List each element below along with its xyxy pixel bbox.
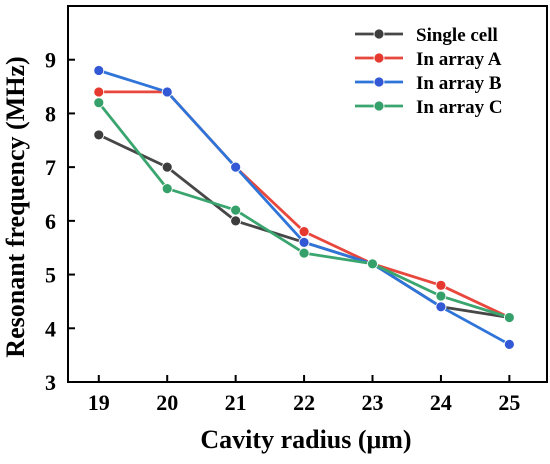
data-point-in-array-b [161, 86, 173, 98]
legend-item-in-array-a: In array A [355, 49, 502, 70]
x-tick-label: 21 [225, 390, 247, 415]
data-point-in-array-a [435, 279, 447, 291]
data-point-in-array-b [298, 236, 310, 248]
legend-label-in-array-b: In array B [416, 73, 502, 94]
legend-item-in-array-b: In array B [355, 73, 502, 94]
data-point-in-array-c [161, 183, 173, 195]
legend-marker-in-array-c [373, 100, 385, 112]
series-layer [93, 65, 515, 350]
legend-label-in-array-c: In array C [416, 97, 503, 118]
x-tick-label: 24 [430, 390, 452, 415]
series-in-array-a [93, 86, 515, 323]
series-in-array-c [93, 97, 515, 323]
y-tick-label: 7 [45, 155, 56, 180]
plot-frame [67, 5, 548, 383]
legend-marker-in-array-b [373, 76, 385, 88]
series-line-single-cell [98, 133, 510, 319]
y-tick-label: 8 [45, 101, 56, 126]
data-point-in-array-c [230, 204, 242, 216]
legend-marker-single-cell [373, 28, 385, 40]
data-point-single-cell [93, 129, 105, 141]
data-point-in-array-a [298, 226, 310, 238]
x-axis-title: Cavity radius (μm) [200, 425, 411, 454]
legend-label-single-cell: Single cell [416, 25, 498, 46]
legend: Single cell In array A In array B In array … [355, 25, 503, 118]
x-tick-label: 25 [498, 390, 520, 415]
data-point-in-array-c [367, 258, 378, 270]
legend-item-single-cell: Single cell [355, 25, 498, 46]
data-point-in-array-c [503, 312, 515, 323]
y-tick-label: 6 [45, 209, 56, 234]
y-tick-label: 4 [45, 316, 56, 341]
data-point-in-array-c [93, 97, 105, 109]
data-point-in-array-b [503, 338, 515, 350]
x-tick-label: 19 [88, 390, 110, 415]
series-line-in-array-a [98, 90, 510, 319]
data-point-in-array-b [93, 65, 105, 76]
legend-label-in-array-a: In array A [416, 49, 502, 70]
y-axis-title: Resonant frequency (MHz) [1, 56, 30, 357]
x-tick-label: 22 [293, 390, 315, 415]
y-tick-label: 9 [45, 48, 56, 73]
data-point-in-array-a [93, 86, 105, 98]
y-tick-label: 5 [45, 263, 56, 288]
series-line-in-array-c [97, 101, 510, 319]
legend-item-in-array-c: In array C [355, 97, 503, 118]
y-tick-label: 3 [45, 370, 56, 395]
data-point-single-cell [230, 215, 242, 227]
data-point-in-array-b [230, 161, 242, 173]
data-point-single-cell [161, 161, 173, 173]
legend-marker-in-array-a [373, 52, 385, 64]
data-point-in-array-c [435, 290, 447, 302]
x-tick-label: 23 [362, 390, 384, 415]
axes: 19 20 21 22 23 24 25 3 4 5 6 7 8 9 [45, 5, 548, 415]
x-tick-label: 20 [156, 390, 178, 415]
data-point-in-array-c [298, 247, 310, 259]
data-point-in-array-b [435, 301, 447, 313]
